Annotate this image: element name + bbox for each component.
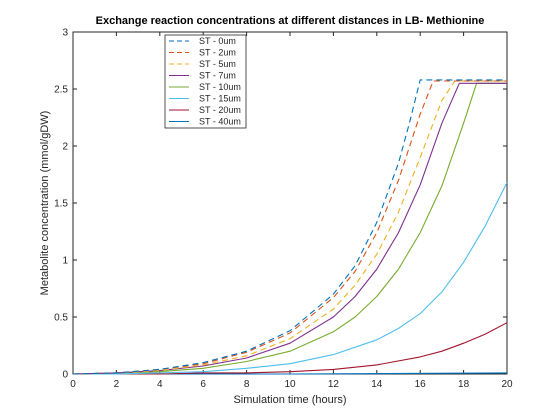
legend-label: ST - 20um [199, 105, 241, 115]
plot-area [72, 31, 508, 375]
series-line-st-5um [72, 80, 507, 375]
y-tick-label: 3 [62, 28, 68, 39]
y-axis-label: Metabolite concentration (mmol/gDW) [39, 111, 51, 296]
series-line-st-10um [72, 82, 507, 375]
x-tick-label: 18 [458, 379, 470, 390]
x-axis: 0 2 4 6 8 10 12 14 16 18 20 [70, 32, 513, 390]
y-tick-label: 2.5 [54, 85, 68, 96]
x-tick-label: 16 [415, 379, 427, 390]
series-line-st-7um [72, 82, 507, 375]
series-line-st-0um [72, 79, 507, 375]
x-tick-label: 6 [200, 379, 206, 390]
x-tick-label: 2 [114, 379, 120, 390]
x-tick-label: 20 [501, 379, 513, 390]
y-tick-label: 2 [62, 142, 68, 153]
legend-label: ST - 2um [199, 48, 236, 58]
legend-label: ST - 10um [199, 82, 241, 92]
y-tick-label: 1.5 [54, 199, 68, 210]
legend-label: ST - 15um [199, 94, 241, 104]
y-tick-label: 1 [62, 256, 68, 267]
y-tick-label: 0 [62, 370, 68, 381]
series-line-st-15um [73, 182, 508, 375]
x-tick-label: 10 [284, 379, 296, 390]
legend-label: ST - 40um [199, 117, 241, 127]
x-tick-label: 0 [70, 379, 76, 390]
chart-title: Exchange reaction concentrations at diff… [96, 15, 485, 27]
x-tick-label: 8 [244, 379, 250, 390]
legend-label: ST - 0um [199, 36, 236, 46]
series-line-st-2um [72, 80, 507, 375]
x-tick-label: 12 [328, 379, 340, 390]
x-axis-label: Simulation time (hours) [233, 394, 346, 406]
series-group [72, 79, 508, 375]
legend-label: ST - 7um [199, 71, 236, 81]
series-line-st-20um [73, 322, 508, 375]
x-tick-label: 4 [157, 379, 163, 390]
legend-box [164, 34, 247, 129]
x-tick-label: 14 [371, 379, 383, 390]
y-tick-label: 0.5 [54, 313, 68, 324]
y-axis: 0 0.5 1 1.5 2 2.5 3 [54, 28, 507, 381]
legend-label: ST - 5um [199, 59, 236, 69]
